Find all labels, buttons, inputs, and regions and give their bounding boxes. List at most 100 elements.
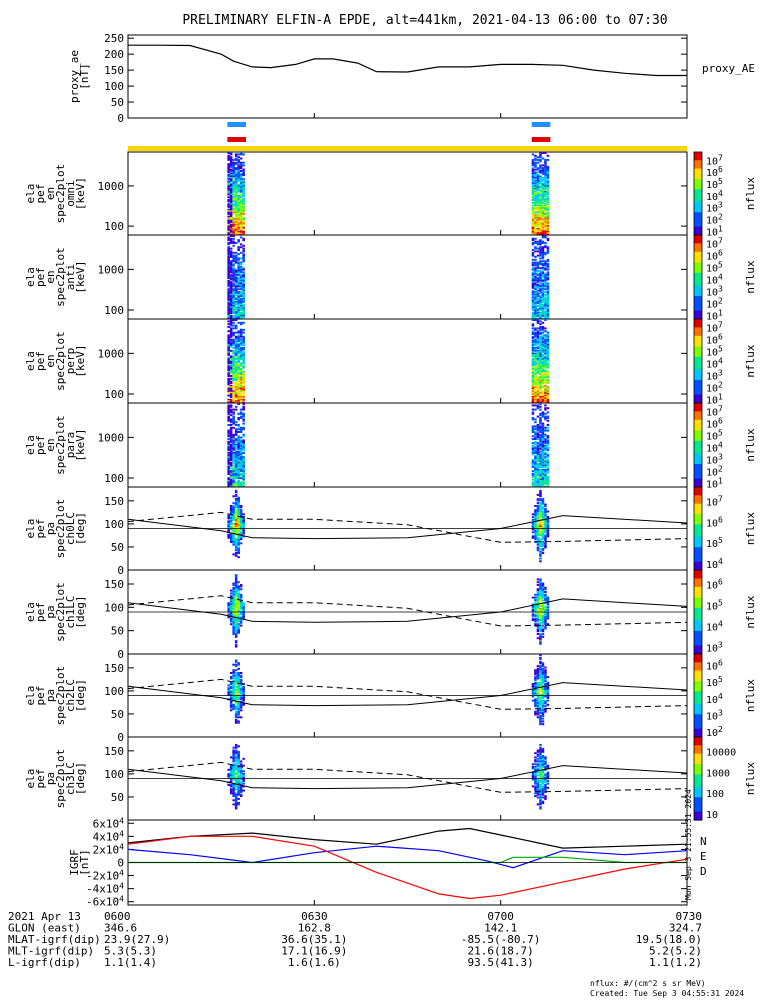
heatmap-cell — [539, 201, 542, 204]
heatmap-cell — [239, 524, 243, 527]
heatmap-cell — [541, 438, 545, 440]
heatmap-cell — [531, 766, 535, 768]
heatmap-cell — [232, 467, 235, 470]
ylabel-0-1: [nT] — [78, 63, 91, 90]
heatmap-cell — [232, 278, 235, 281]
heatmap-cell — [229, 788, 233, 791]
heatmap-cell — [539, 433, 542, 436]
heatmap-cell — [242, 523, 245, 525]
colorbar-cell — [694, 509, 702, 513]
heatmap-cell — [544, 394, 547, 397]
heatmap-cell — [534, 362, 537, 365]
heatmap-cell — [541, 517, 545, 520]
heatmap-cell — [539, 368, 542, 370]
heatmap-cell — [237, 695, 240, 698]
heatmap-cell — [541, 351, 545, 354]
heatmap-cell — [546, 394, 550, 397]
heatmap-cell — [234, 300, 238, 303]
heatmap-cell — [546, 358, 550, 361]
heatmap-cell — [232, 605, 235, 607]
heatmap-cell — [239, 698, 243, 701]
heatmap-cell — [544, 244, 547, 247]
heatmap-cell — [232, 439, 235, 442]
heatmap-cell — [546, 208, 550, 211]
heatmap-cell — [539, 778, 542, 781]
heatmap-cell — [234, 196, 238, 199]
heatmap-cell — [536, 480, 540, 482]
heatmap-cell — [536, 201, 540, 204]
heatmap-cell — [232, 292, 235, 295]
heatmap-cell — [534, 263, 537, 265]
heatmap-cell — [229, 602, 233, 605]
heatmap-cell — [232, 505, 235, 507]
heatmap-cell — [534, 240, 537, 243]
heatmap-cell — [541, 484, 545, 487]
heatmap-cell — [536, 185, 540, 188]
heatmap-cell — [541, 362, 545, 365]
ylabel-4-4: para — [64, 432, 77, 459]
heatmap-cell — [234, 523, 238, 525]
heatmap-cell — [237, 270, 240, 272]
colorbar-cell — [694, 572, 702, 575]
heatmap-cell — [546, 435, 550, 438]
heatmap-cell — [544, 190, 547, 193]
heatmap-cell — [546, 172, 550, 175]
heatmap-cell — [539, 475, 542, 478]
heatmap-cell — [544, 705, 547, 708]
heatmap-cell — [242, 244, 245, 247]
heatmap-cell — [227, 152, 230, 154]
heatmap-cell — [232, 376, 235, 379]
heatmap-cell — [232, 270, 235, 272]
heatmap-cell — [539, 698, 542, 701]
heatmap-cell — [534, 299, 537, 302]
heatmap-cell — [539, 481, 542, 484]
heatmap-cell — [534, 247, 537, 250]
heatmap-cell — [227, 453, 230, 456]
heatmap-cell — [544, 701, 547, 703]
colorbar-cell — [694, 497, 702, 501]
colorbar-cell — [694, 310, 702, 314]
heatmap-cell — [234, 408, 238, 411]
heatmap-cell — [546, 485, 550, 487]
heatmap-cell — [234, 529, 238, 532]
heatmap-cell — [536, 759, 540, 762]
ytick-label-9-0: -6x104 — [86, 895, 124, 909]
heatmap-cell — [239, 341, 243, 344]
heatmap-cell — [232, 452, 235, 454]
heatmap-cell — [536, 167, 540, 170]
heatmap-cell — [227, 459, 230, 461]
heatmap-cell — [239, 175, 243, 178]
heatmap-cell — [237, 223, 240, 226]
heatmap-cell — [539, 300, 542, 303]
heatmap-cell — [234, 464, 238, 467]
heatmap-cell — [242, 268, 245, 271]
ephem-value-4-1: 1.6(1.6) — [288, 956, 341, 969]
colorbar-cell — [694, 459, 702, 463]
heatmap-cell — [242, 348, 245, 351]
side-stamp: Mon Sep 3 21:55:31 2024 — [684, 789, 693, 900]
panel-ela-pef-pa-spec2plot-ch3lc: 50100150elapefpaspec2plotch3LC[deg]10100… — [24, 736, 757, 821]
heatmap-cell — [544, 695, 547, 698]
heatmap-cell — [234, 613, 238, 616]
heatmap-cell — [539, 279, 542, 282]
ytick-label-8-2: 150 — [104, 745, 124, 758]
heatmap-cell — [237, 211, 240, 214]
heatmap-cell — [239, 157, 243, 160]
heatmap-cell — [242, 337, 245, 340]
heatmap-cell — [546, 692, 550, 695]
heatmap-cell — [544, 225, 547, 228]
heatmap-cell — [536, 749, 540, 752]
heatmap-cell — [237, 412, 240, 415]
heatmap-cell — [234, 524, 238, 527]
heatmap-cell — [237, 321, 240, 324]
heatmap-cell — [237, 474, 240, 477]
heatmap-cell — [239, 349, 243, 352]
heatmap-cell — [239, 208, 243, 211]
heatmap-cell — [237, 190, 240, 193]
colorbar-cell — [694, 214, 702, 217]
heatmap-cell — [534, 154, 537, 157]
heatmap-cell — [536, 796, 540, 799]
heatmap-cell — [242, 435, 245, 438]
heatmap-cell — [536, 390, 540, 393]
heatmap-cell — [531, 692, 535, 695]
